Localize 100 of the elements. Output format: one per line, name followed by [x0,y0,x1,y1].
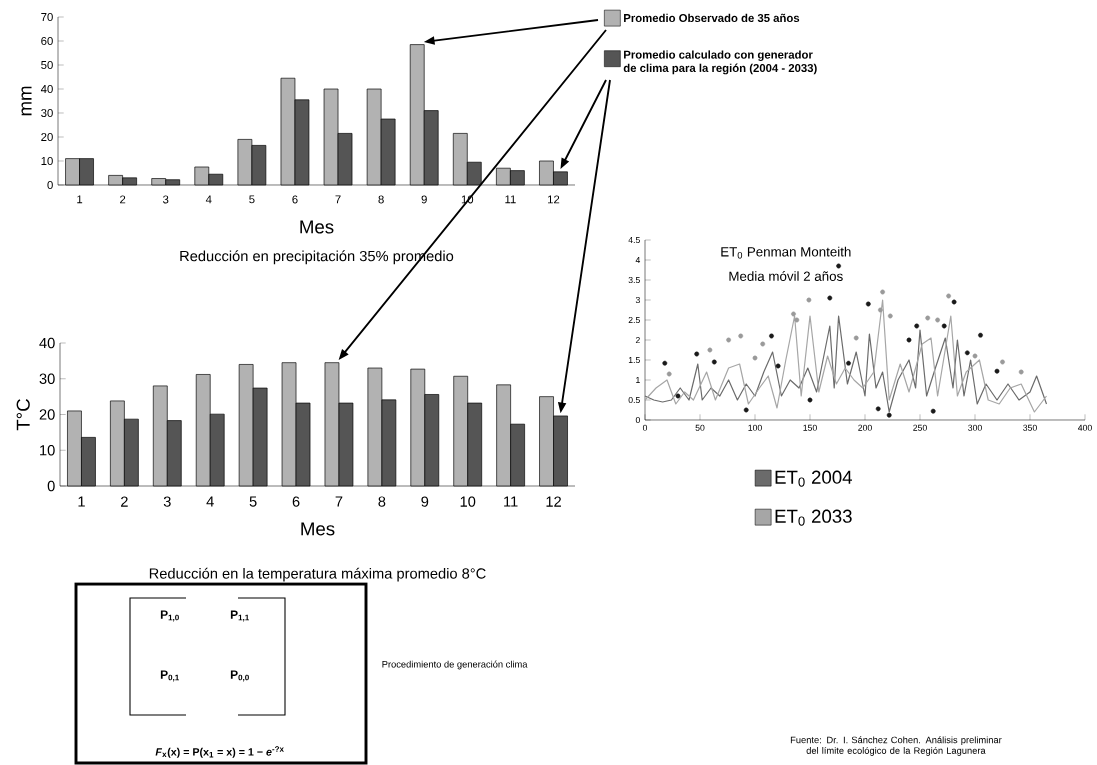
x-tick-label: 200 [858,424,872,431]
point [846,360,851,366]
y-tick-label: 20 [39,409,55,420]
y-tick-label: 2.5 [628,316,640,324]
y-tick-label: 0 [47,480,55,492]
y-tick-label: 3 [635,296,640,304]
x-tick-label: 50 [695,424,705,431]
y-tick-label: 60 [41,37,53,46]
x-tick-label: 350 [1023,424,1037,431]
y-tick-label: 10 [41,157,53,165]
y-tick-label: 4 [635,257,641,263]
point [807,397,813,403]
y-tick-label: 20 [41,133,53,142]
point [666,371,672,377]
point [906,337,912,343]
point [711,359,717,365]
point [775,363,781,369]
point [878,307,883,313]
y-axis-title: mm [21,86,32,116]
legend-label: ET$_{0}$ 2004 [775,470,853,487]
y-axis-title: T°C [16,399,30,431]
point [1000,359,1005,365]
point [827,295,833,301]
y-tick-label: 2 [635,336,640,344]
point [930,408,936,414]
point [707,347,713,353]
x-tick-label: 3 [163,195,169,204]
y-tick-label: 0 [635,416,640,424]
x-tick-label: 11 [505,195,516,204]
text: P$_{1,1}$ [230,610,250,622]
x-tick-label: 6 [292,195,298,204]
text: P$_{0,1}$ [160,670,180,682]
x-tick-label: 12 [546,496,561,507]
y-tick-label: 0 [47,180,53,189]
x-tick-label: 1 [77,195,83,204]
x-tick-label: 150 [803,424,817,431]
x-tick-label: 8 [378,496,386,507]
point [875,406,881,412]
point [752,355,758,361]
point [914,323,920,329]
y-tick-label: 40 [39,337,55,349]
y-tick-label: 10 [40,445,55,456]
x-tick-label: 0 [642,424,648,431]
x-tick-label: 9 [421,195,427,204]
point [951,299,957,305]
x-tick-label: 4 [206,496,214,507]
legend-label: ET$_{0}$ 2033 [775,509,852,526]
x-axis-title: Mes [301,522,335,536]
x-tick-label: 2 [120,195,126,204]
point [972,353,978,359]
point [946,293,952,299]
source-note: Fuente: Dr. I. Sánchez Cohen. Análisis preliminar del límite ecológico de la Región Lagunera [790,736,1002,756]
point [853,335,859,341]
x-tick-label: 3 [163,496,171,507]
point [806,297,812,303]
x-tick-label: 11 [504,496,518,507]
x-tick-label: 6 [292,496,300,507]
chart-title: ET$_{0}$ Penman Monteith [721,246,851,259]
point [662,360,668,366]
x-tick-label: 7 [335,195,341,204]
point [887,313,893,319]
x-tick-label: 5 [249,496,257,507]
point [978,332,983,338]
y-tick-label: 0.5 [628,396,640,404]
point [1018,369,1024,375]
x-tick-label: 300 [968,424,982,431]
y-tick-label: 70 [41,13,53,22]
y-tick-label: 30 [41,109,53,118]
x-tick-label: 100 [748,424,762,431]
point [726,337,732,343]
x-tick-label: 400 [1077,424,1092,431]
x-tick-label: 10 [460,496,476,507]
text: Media móvil 2 años [729,271,843,281]
x-tick-label: 2 [121,496,128,507]
text: P$_{1,0}$ [160,610,179,622]
text: Procedimiento de generación clima [382,660,528,670]
x-axis-title: Mes [300,220,334,234]
y-tick-label: 40 [40,85,53,94]
point [675,393,681,399]
x-tick-label: 9 [421,496,429,507]
point [886,412,892,418]
point [880,289,886,295]
point [760,341,766,347]
point [836,263,842,269]
x-tick-label: 1 [78,496,85,507]
point [964,350,970,356]
x-tick-label: 12 [548,195,560,204]
point [935,317,941,323]
text: Reducción en la temperatura máxima promedio 8°C [149,567,486,582]
x-tick-label: 8 [378,195,384,204]
y-tick-label: 4.5 [628,236,640,244]
y-tick-label: 3.5 [628,276,640,284]
legend-label: Promedio calculado con generador de clima para la región (2004 - 2033) [623,50,817,75]
point [738,333,744,339]
x-tick-label: 7 [335,496,343,507]
x-tick-label: 5 [249,195,255,204]
text: F$_{x}$(x) = P(x$_{1}$ = x) = 1 − e$^{-?x}$ [155,746,284,758]
x-tick-label: 250 [913,424,927,431]
point [865,301,871,307]
x-tick-label: 4 [205,195,212,204]
